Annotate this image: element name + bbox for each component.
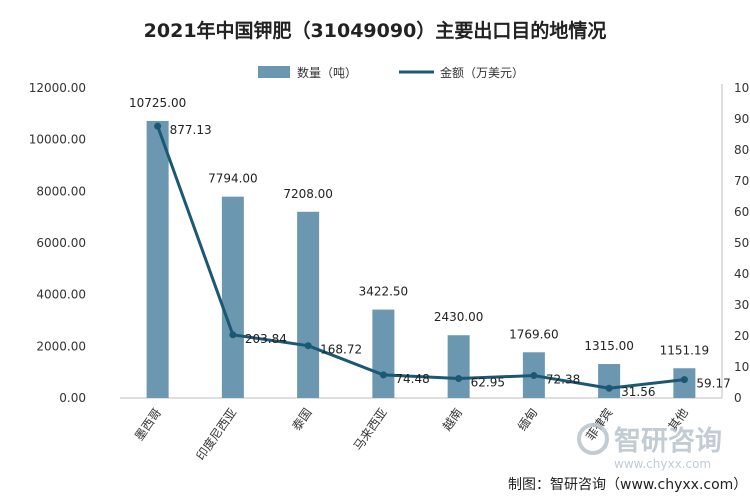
line-value-label: 62.95: [471, 375, 505, 389]
line-point: [304, 342, 312, 350]
legend-line-label: 金额（万美元）: [440, 65, 524, 80]
axes: 0.00 2000.00 4000.00 6000.00 8000.00 10000.00…: [29, 81, 750, 405]
bar-value-label: 1151.19: [660, 343, 710, 357]
line-point: [379, 371, 387, 379]
right-tick-label: 10: [734, 360, 749, 374]
bar-labels: 10725.00 7794.00 7208.00 3422.50 2430.00 1769…: [129, 96, 709, 357]
line-point: [229, 331, 237, 339]
right-tick-label: 60: [734, 205, 749, 219]
bar-value-label: 7208.00: [283, 187, 333, 201]
line-labels: 877.13 203.84 168.72 74.48 62.95 72.38 31.56 59…: [170, 123, 731, 399]
right-tick-label: 90: [734, 112, 749, 126]
line-point: [530, 372, 538, 380]
legend-bar-label: 数量（吨）: [297, 65, 357, 80]
right-tick-label: 80: [734, 143, 749, 157]
right-tick-label: 10: [734, 81, 749, 95]
left-tick-label: 10000.00: [29, 133, 86, 147]
legend: 数量（吨） 金额（万美元）: [258, 65, 524, 80]
watermark-brand: 智研咨询: [614, 426, 722, 457]
watermark-url: www.chyxx.com: [614, 457, 711, 471]
watermark: 智研咨询 www.chyxx.com: [577, 423, 722, 471]
right-tick-label: 20: [734, 329, 749, 343]
right-tick-label: 40: [734, 267, 749, 281]
line-value-label: 168.72: [320, 343, 362, 357]
line-value-label: 31.56: [621, 385, 655, 399]
bar-value-label: 7794.00: [208, 172, 258, 186]
line-value-label: 74.48: [395, 372, 429, 386]
bar-value-label: 3422.50: [359, 285, 409, 299]
bar: [598, 364, 621, 398]
line-point: [455, 374, 463, 382]
line-value-label: 59.17: [696, 377, 730, 391]
left-tick-label: 0.00: [59, 391, 86, 405]
bar: [297, 211, 320, 398]
right-tick-label: 0: [734, 391, 742, 405]
bar-value-label: 10725.00: [129, 96, 186, 110]
right-tick-label: 70: [734, 174, 749, 188]
watermark-logo: [577, 423, 609, 455]
bar: [372, 309, 395, 398]
right-tick-label: 30: [734, 298, 749, 312]
bar: [221, 196, 244, 398]
left-tick-label: 4000.00: [36, 288, 86, 302]
left-tick-label: 12000.00: [29, 81, 86, 95]
bar-value-label: 1769.60: [509, 327, 559, 341]
line-value-label: 203.84: [245, 332, 287, 346]
line-point: [680, 376, 688, 384]
left-tick-label: 6000.00: [36, 236, 86, 250]
legend-bar-swatch: [258, 66, 290, 78]
bar: [146, 120, 169, 398]
right-tick-label: 50: [734, 236, 749, 250]
bar-value-label: 1315.00: [584, 339, 634, 353]
left-tick-label: 8000.00: [36, 184, 86, 198]
bar-value-label: 2430.00: [434, 310, 484, 324]
chart-title: 2021年中国钾肥（31049090）主要出口目的地情况: [144, 19, 607, 42]
line-point: [605, 384, 613, 392]
line-series: [154, 122, 688, 392]
line-value-label: 877.13: [170, 123, 212, 137]
bar: [447, 335, 470, 398]
amount-line: [156, 125, 685, 390]
line-point: [154, 122, 162, 130]
line-value-label: 72.38: [546, 373, 580, 387]
left-tick-label: 2000.00: [36, 339, 86, 353]
bars: [146, 120, 696, 398]
source-footer: 制图：智研咨询（www.chyxx.com）: [508, 477, 747, 493]
